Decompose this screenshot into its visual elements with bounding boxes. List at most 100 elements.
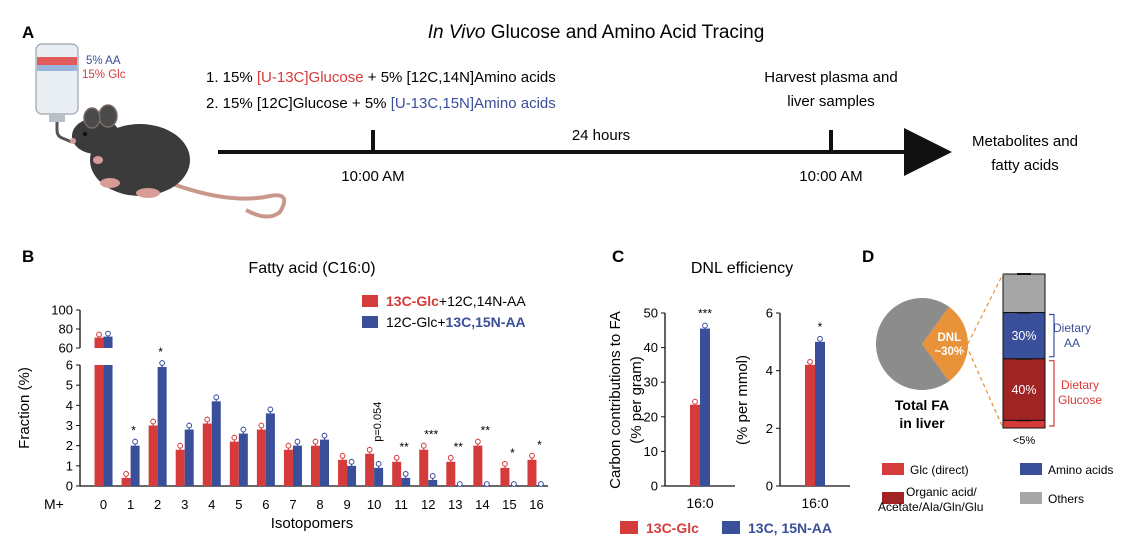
significance-label: **	[454, 440, 464, 454]
bar-glc-m15	[500, 467, 510, 486]
y-tick-label: 3	[66, 418, 73, 433]
x-tick-label: 0	[100, 497, 107, 512]
pie-slice-dnl	[922, 306, 968, 382]
bracket-glc-line1: Dietary	[1061, 378, 1099, 392]
x-tick-label: 4	[208, 497, 215, 512]
c-y-tick-label: 0	[651, 479, 658, 494]
significance-label: *	[510, 446, 515, 460]
start-time: 10:00 AM	[341, 168, 404, 185]
bar-glc-m6	[256, 429, 266, 486]
data-point	[321, 432, 328, 439]
bar-glc-m3	[175, 449, 185, 486]
bar-aa-m2	[157, 367, 167, 486]
bracket-aa-line2: AA	[1064, 336, 1080, 350]
legend-label-aa: 12C-Glc+13C,15N-AA	[386, 314, 526, 330]
legend-label-glc-direct: Glc (direct)	[910, 463, 969, 477]
data-point	[240, 426, 247, 433]
x-tick-label: 9	[343, 497, 350, 512]
outcome-line-1: Metabolites and	[972, 133, 1078, 150]
data-point	[692, 398, 698, 405]
bar-aa-m5	[238, 433, 248, 486]
c-y-tick-label: 50	[644, 306, 658, 321]
data-point	[393, 454, 400, 461]
data-point	[474, 438, 481, 445]
y-tick-label: 4	[66, 398, 73, 413]
panel-b: B Fatty acid (C16:0) Fraction (%) Isotop…	[16, 247, 548, 532]
legend-swatch-amino	[1020, 463, 1042, 475]
chart-d-legend: Glc (direct) Amino acids Organic acid/ A…	[878, 463, 1113, 514]
data-point	[213, 394, 220, 401]
y-tick-label: 0	[66, 479, 73, 494]
data-point	[258, 422, 265, 429]
panel-d: D DNL ~30% 40% 30% <5% Total FA in liver Die…	[862, 247, 1113, 514]
c-x-tick-label: 16:0	[801, 495, 828, 511]
end-time: 10:00 AM	[799, 168, 862, 185]
legend-swatch-glc-c	[620, 521, 638, 534]
outcome-line-2: fatty acids	[991, 157, 1059, 174]
chart-b-xprefix: M+	[44, 496, 64, 512]
bar-glc-m0-upper	[94, 337, 104, 348]
y-tick-label: 100	[51, 303, 73, 318]
legend-label-aa-c: 13C, 15N-AA	[748, 520, 832, 536]
data-point	[159, 360, 166, 366]
panel-letter-b: B	[22, 247, 34, 266]
panel-a: A In Vivo Glucose and Amino Acid Tracing…	[22, 22, 1078, 219]
chart-c-ylabel-1a: Carbon contributions to FA	[607, 311, 624, 489]
significance-label: *	[818, 320, 823, 334]
significance-label: *	[537, 438, 542, 452]
chart-c-ylabel-1b: (% per gram)	[628, 356, 645, 444]
data-point	[502, 460, 508, 467]
x-tick-label: 5	[235, 497, 242, 512]
y-tick-label: 1	[66, 458, 73, 473]
bar-glc-m13	[446, 461, 456, 486]
c-y-tick-label: 2	[766, 421, 773, 436]
stack-segment-1	[1002, 358, 1046, 421]
legend-swatch-glc	[362, 295, 378, 307]
legend-label-others: Others	[1048, 492, 1084, 506]
bar-glc-m1	[121, 477, 131, 486]
y-tick-label: 60	[59, 341, 73, 356]
bar-glc-m8	[311, 445, 320, 486]
bar-glc-m14	[473, 445, 483, 486]
condition-1: 1. 15% [U-13C]Glucose + 5% [12C,14N]Amin…	[206, 69, 556, 86]
stack-label: 40%	[1011, 383, 1036, 397]
x-tick-label: 14	[475, 497, 489, 512]
x-tick-label: 10	[367, 497, 381, 512]
duration-label: 24 hours	[572, 127, 630, 144]
bar-glc-m2	[148, 425, 158, 486]
legend-label-organic-2: Acetate/Ala/Gln/Glu	[878, 500, 983, 514]
significance-label: p=0.054	[372, 402, 384, 442]
data-point	[375, 460, 382, 467]
data-point	[339, 452, 346, 459]
x-tick-label: 7	[289, 497, 296, 512]
x-tick-label: 15	[502, 497, 516, 512]
pie-caption-1: Total FA	[895, 397, 949, 413]
legend-label-glc-c: 13C-Glc	[646, 520, 699, 536]
bar-glc-m10	[365, 453, 375, 486]
bottle-label-aa: 5% AA	[86, 55, 121, 67]
bar-aa-m10	[374, 467, 384, 486]
stack-label-glc-direct: <5%	[1013, 435, 1036, 447]
significance-label: ***	[698, 307, 712, 321]
chart-b-bars: **p=0.054***********	[94, 330, 546, 487]
legend-swatch-glc-direct	[882, 463, 904, 475]
data-point	[702, 322, 708, 329]
data-point	[366, 446, 373, 453]
bar-aa-m6	[265, 413, 275, 486]
stack-segment-0	[1002, 419, 1046, 429]
data-point	[177, 442, 184, 449]
bracket-glc-line2: Glucose	[1058, 393, 1102, 407]
connector-top	[948, 273, 1004, 382]
bar-glc-m7	[283, 449, 293, 486]
bracket-aa	[1049, 313, 1055, 358]
data-point	[511, 481, 517, 487]
data-point	[186, 422, 193, 429]
y-tick-label: 6	[66, 358, 73, 373]
bar-aa-m9	[347, 465, 357, 486]
data-point	[429, 473, 436, 479]
c-bar-glc	[690, 404, 700, 486]
data-point	[123, 471, 129, 477]
bar-glc-m0	[94, 365, 104, 486]
bar-glc-m5	[229, 441, 239, 486]
data-point	[807, 359, 813, 365]
